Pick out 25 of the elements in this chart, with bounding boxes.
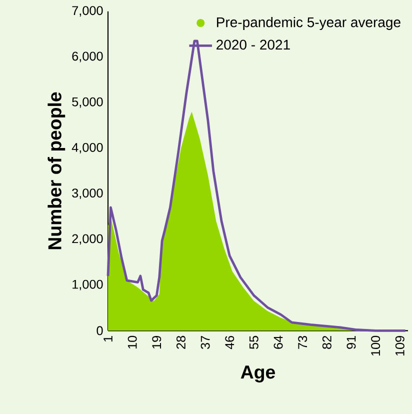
y-tick-label: 2,000 (72, 234, 103, 245)
x-tick-label: 55 (250, 336, 258, 349)
x-tick-label: 10 (128, 336, 137, 349)
x-tick-label: 28 (176, 336, 186, 349)
x-tick-label: 91 (346, 336, 356, 349)
x-axis-title: Age (240, 366, 275, 382)
y-tick-label: 0 (96, 326, 103, 336)
x-tick-label: 46 (225, 336, 234, 350)
x-tick-label: 73 (298, 336, 308, 349)
x-tick-label: 82 (322, 336, 332, 349)
x-tick-label: 100 (371, 336, 380, 356)
legend-label: Pre-pandemic 5-year average (217, 16, 400, 30)
y-tick-label: 3,000 (72, 188, 103, 200)
x-tick-label: 64 (274, 336, 283, 349)
x-tick-label: 1 (104, 336, 112, 342)
x-tick-label: 19 (152, 336, 162, 349)
legend-label: 2020 - 2021 (216, 40, 290, 50)
y-tick-label: 1,000 (72, 280, 103, 290)
y-tick-label: 5,000 (72, 97, 103, 108)
y-tick-label: 7,000 (72, 6, 103, 17)
y-tick-label: 4,000 (72, 142, 103, 154)
x-tick-label: 109 (395, 336, 404, 356)
y-tick-label: 6,000 (72, 52, 103, 62)
y-axis-title: Number of people (48, 92, 66, 250)
x-tick-label: 37 (200, 336, 210, 349)
